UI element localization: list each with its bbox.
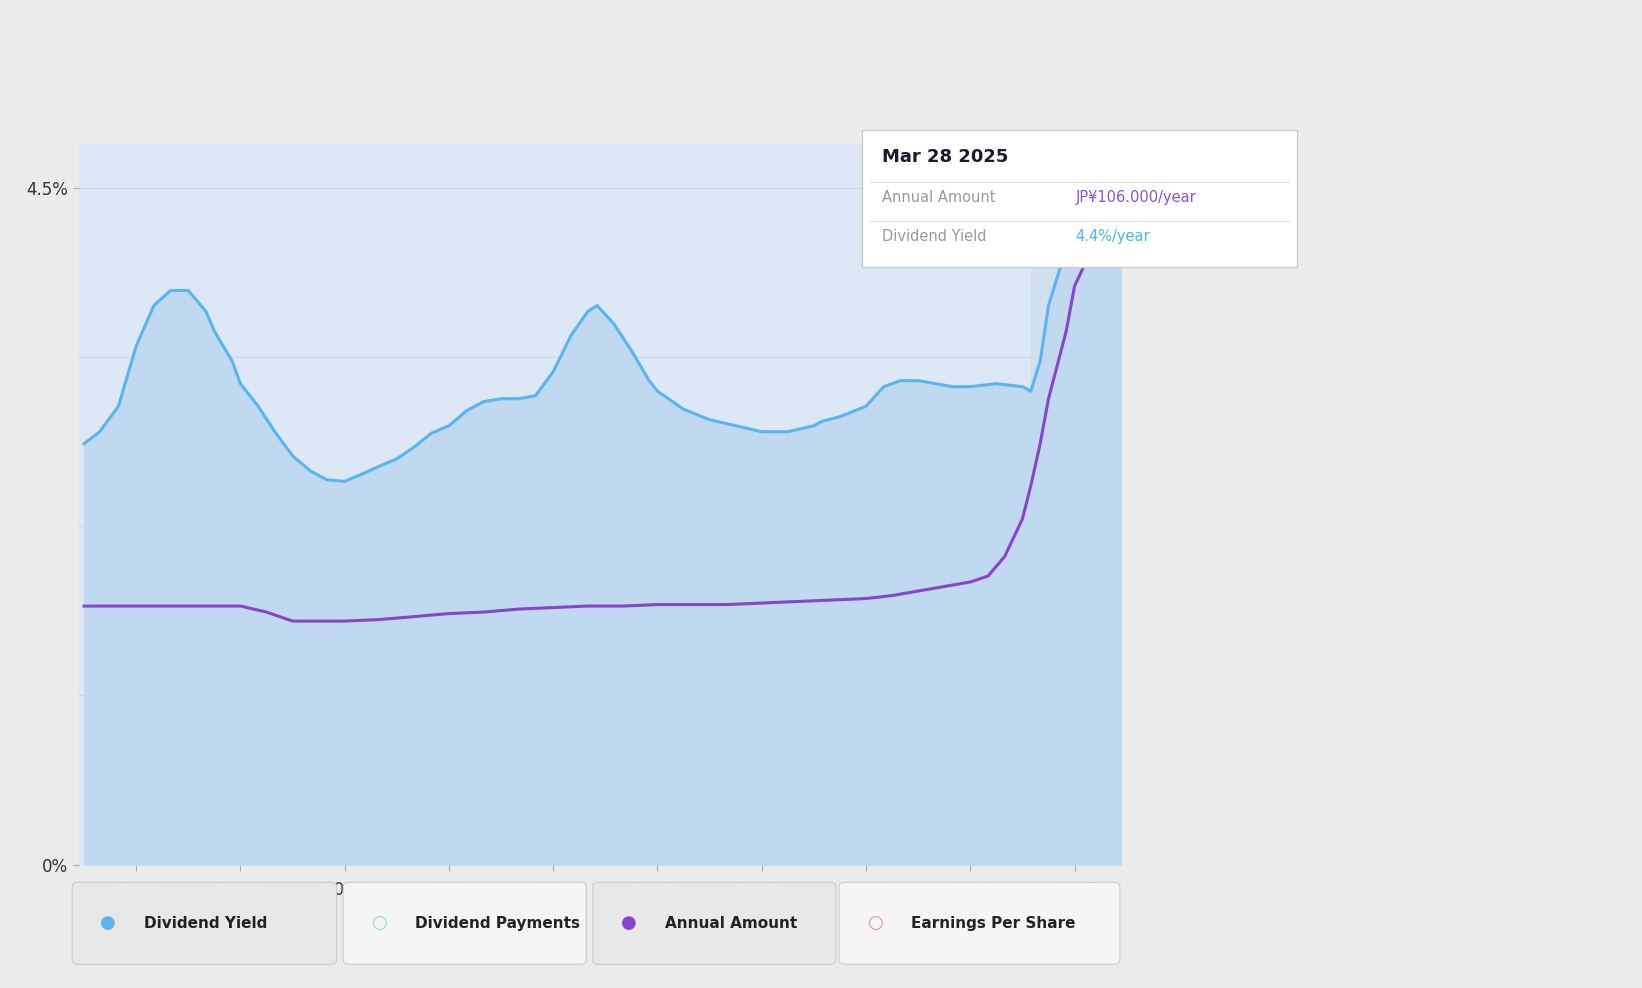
Text: Earnings Per Share: Earnings Per Share [911,916,1076,931]
Bar [1031,143,1121,864]
Text: Past C: Past C [1033,167,1076,181]
Text: 4.4%/year: 4.4%/year [1076,229,1149,244]
Text: ●: ● [621,914,637,933]
Text: Dividend Yield: Dividend Yield [882,229,987,244]
Text: Dividend Yield: Dividend Yield [144,916,268,931]
Text: Mar 28 2025: Mar 28 2025 [882,148,1008,166]
Text: ●: ● [100,914,117,933]
Text: ○: ○ [371,914,388,933]
Text: Annual Amount: Annual Amount [882,190,995,205]
Text: Annual Amount: Annual Amount [665,916,798,931]
Text: JP¥106.000/year: JP¥106.000/year [1076,190,1197,205]
Text: ○: ○ [867,914,883,933]
Text: Dividend Payments: Dividend Payments [415,916,580,931]
